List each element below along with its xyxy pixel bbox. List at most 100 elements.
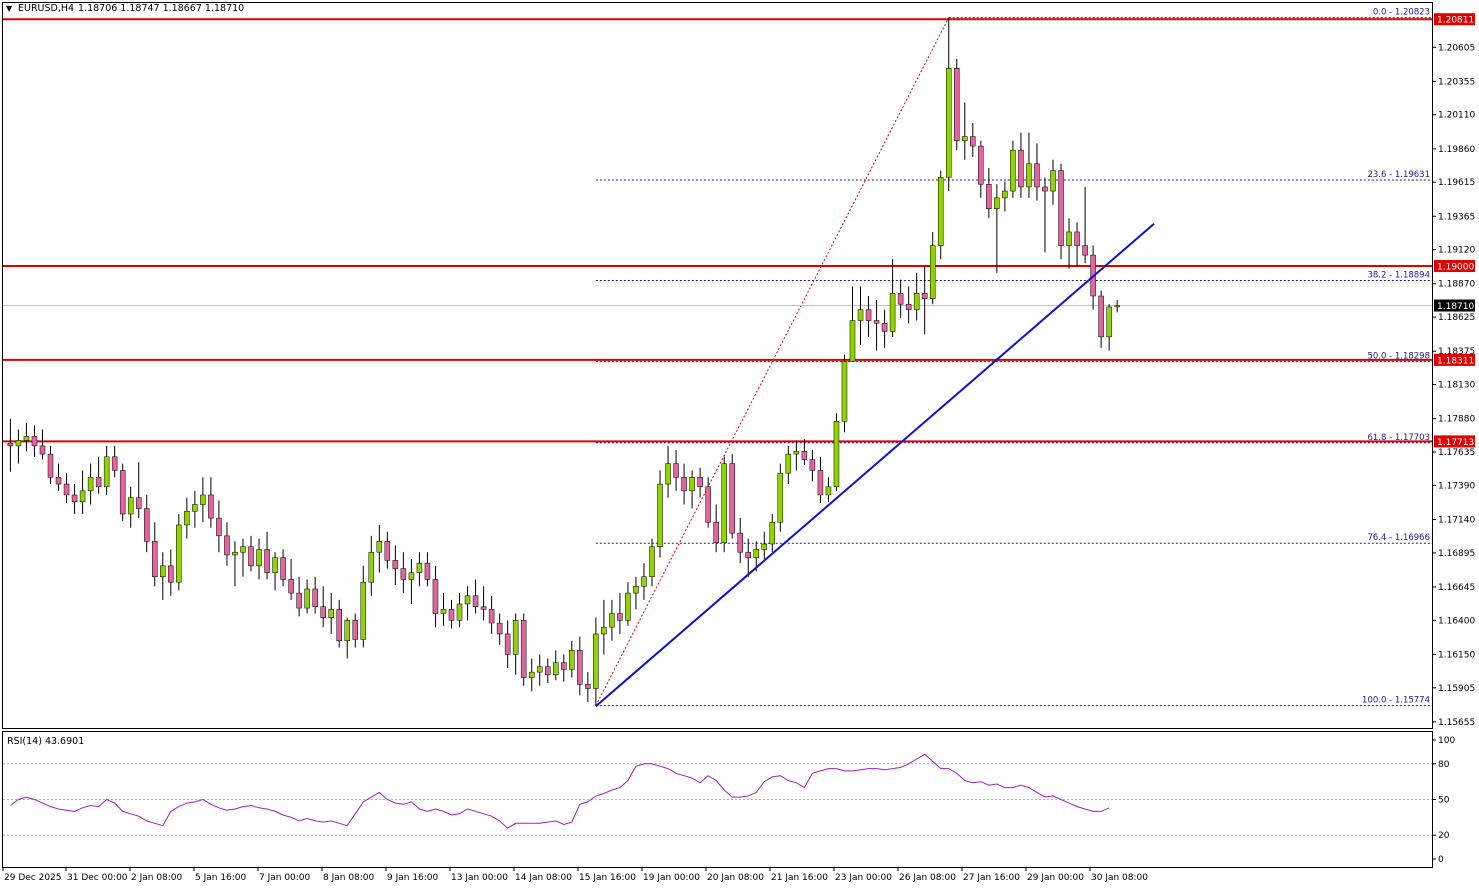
level-price-tag-label: 1.20811 bbox=[1437, 16, 1474, 26]
bull-candle-body bbox=[593, 633, 599, 689]
y-axis-label: 1.20605 bbox=[1438, 43, 1475, 53]
bear-candle-body bbox=[7, 442, 14, 447]
fib-anchor-line bbox=[595, 17, 950, 706]
bull-candle-body bbox=[440, 609, 447, 614]
level-price-tag bbox=[1434, 13, 1475, 26]
bull-candle-body bbox=[721, 463, 727, 543]
bear-candle-body bbox=[248, 546, 254, 567]
x-axis-label: 21 Jan 16:00 bbox=[771, 873, 828, 883]
y-axis-label: 1.18625 bbox=[1438, 313, 1475, 323]
symbol-dropdown-icon[interactable]: ▼ bbox=[6, 4, 13, 13]
bear-candle-body bbox=[520, 620, 527, 678]
y-axis-label: 1.16150 bbox=[1438, 650, 1475, 660]
bear-candle-body bbox=[817, 470, 824, 496]
bear-candle-body bbox=[31, 436, 38, 447]
bear-candle-body bbox=[432, 579, 439, 614]
y-axis-label: 1.19365 bbox=[1438, 212, 1475, 222]
bear-candle-body bbox=[392, 560, 399, 569]
bull-candle-body bbox=[625, 592, 631, 621]
ohlc-values: 1.18706 1.18747 1.18667 1.18710 bbox=[78, 3, 245, 14]
fib-level-label: 61.8 - 1.17703 bbox=[1367, 433, 1430, 443]
rsi-axis-label: 100 bbox=[1438, 736, 1455, 746]
bear-candle-body bbox=[681, 476, 687, 492]
fib-level-label: 0.0 - 1.20823 bbox=[1373, 8, 1430, 18]
bear-candle-body bbox=[39, 445, 46, 455]
bull-candle-body bbox=[569, 650, 575, 670]
rsi-axis-label: 20 bbox=[1438, 831, 1450, 841]
bear-candle-body bbox=[400, 568, 407, 580]
y-axis-label: 1.17140 bbox=[1438, 515, 1475, 525]
bear-candle-body bbox=[1042, 186, 1048, 192]
bear-candle-body bbox=[1034, 163, 1040, 188]
bull-candle-body bbox=[609, 613, 615, 628]
bear-candle-body bbox=[216, 517, 222, 537]
bear-candle-body bbox=[472, 595, 479, 607]
bear-candle-body bbox=[978, 145, 984, 185]
bear-candle-body bbox=[577, 650, 583, 685]
y-axis-label: 1.17390 bbox=[1438, 481, 1475, 491]
bear-candle-body bbox=[954, 68, 960, 141]
bull-candle-body bbox=[1050, 170, 1056, 192]
bear-candle-body bbox=[921, 293, 928, 299]
y-axis-label: 1.15655 bbox=[1438, 718, 1475, 728]
bear-candle-body bbox=[480, 606, 487, 610]
bull-candle-body bbox=[945, 68, 952, 178]
bull-candle-body bbox=[665, 463, 671, 485]
bear-candle-body bbox=[152, 541, 158, 577]
bear-candle-body bbox=[873, 320, 880, 324]
bear-candle-body bbox=[801, 451, 808, 460]
y-axis-label: 1.16645 bbox=[1438, 583, 1475, 593]
bull-candle-body bbox=[464, 595, 471, 605]
bull-candle-body bbox=[833, 421, 840, 488]
bull-candle-body bbox=[536, 666, 543, 673]
bull-candle-body bbox=[103, 456, 110, 488]
level-price-tag-label: 1.17713 bbox=[1437, 438, 1474, 448]
bull-candle-body bbox=[1002, 190, 1008, 199]
bear-candle-body bbox=[1082, 245, 1088, 256]
bull-candle-body bbox=[416, 562, 423, 573]
bear-candle-body bbox=[312, 588, 318, 607]
x-axis-label: 26 Jan 08:00 bbox=[899, 873, 956, 883]
bear-candle-body bbox=[424, 562, 431, 580]
bull-candle-body bbox=[272, 557, 278, 573]
bear-candle-body bbox=[1074, 231, 1080, 246]
bull-candle-body bbox=[841, 361, 848, 422]
y-axis-label: 1.20355 bbox=[1438, 77, 1475, 87]
fib-level-label: 76.4 - 1.16966 bbox=[1367, 533, 1430, 543]
bull-candle-body bbox=[127, 497, 134, 515]
bear-candle-body bbox=[55, 476, 62, 485]
y-axis-label: 1.16400 bbox=[1438, 616, 1475, 626]
bear-candle-body bbox=[585, 684, 591, 689]
bull-candle-body bbox=[256, 549, 262, 567]
bull-candle-body bbox=[553, 662, 559, 676]
x-axis-label: 23 Jan 00:00 bbox=[835, 873, 892, 883]
x-axis-label: 29 Dec 2025 bbox=[4, 873, 62, 883]
level-price-tag bbox=[1434, 435, 1475, 448]
bear-candle-body bbox=[63, 483, 70, 496]
bull-candle-body bbox=[15, 440, 22, 447]
y-axis-label: 1.18130 bbox=[1438, 381, 1475, 391]
fib-level-label: 38.2 - 1.18894 bbox=[1367, 270, 1430, 280]
y-axis-label: 1.17635 bbox=[1438, 448, 1475, 458]
symbol-timeframe: EURUSD,H4 bbox=[18, 3, 75, 14]
bull-candle-body bbox=[344, 620, 350, 642]
x-axis-label: 14 Jan 08:00 bbox=[515, 873, 572, 883]
bear-candle-body bbox=[288, 579, 294, 594]
bull-candle-body bbox=[689, 476, 695, 492]
bull-candle-body bbox=[160, 565, 166, 577]
y-axis-label: 1.17880 bbox=[1438, 415, 1475, 425]
rsi-header: RSI(14) 43.6901 bbox=[7, 736, 85, 747]
bull-candle-body bbox=[962, 136, 968, 141]
fib-level-label: 50.0 - 1.18298 bbox=[1367, 352, 1430, 362]
bear-candle-body bbox=[561, 662, 567, 670]
x-axis-label: 31 Dec 00:00 bbox=[67, 873, 128, 883]
rsi-line bbox=[10, 753, 1110, 829]
bull-candle-body bbox=[785, 453, 792, 474]
bull-candle-body bbox=[937, 177, 944, 246]
bear-candle-body bbox=[1058, 170, 1064, 246]
bull-candle-body bbox=[889, 293, 896, 332]
level-price-tag bbox=[1434, 260, 1475, 273]
x-axis-label: 7 Jan 00:00 bbox=[259, 873, 311, 883]
bull-candle-body bbox=[825, 486, 832, 496]
